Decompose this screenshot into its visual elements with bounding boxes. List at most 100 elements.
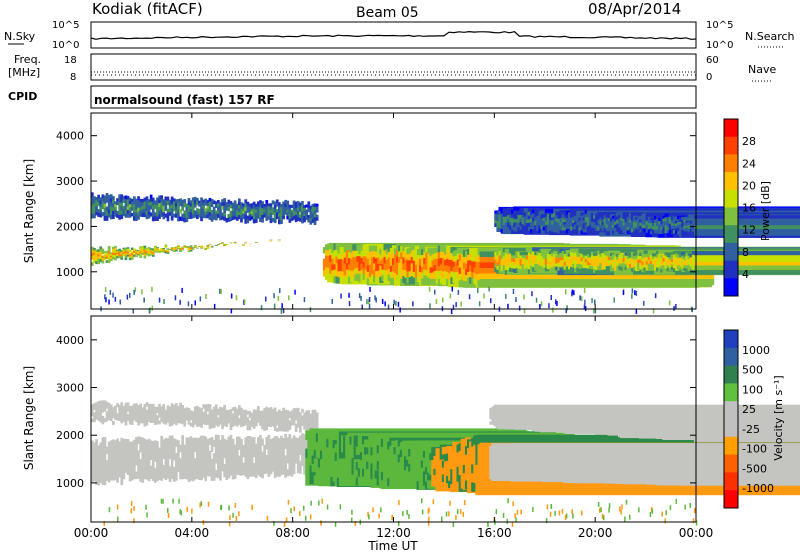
- heatmap-cell: [301, 408, 304, 413]
- heatmap-cell: [133, 204, 136, 209]
- heatmap-cell: [229, 461, 233, 469]
- heatmap-cell: [221, 205, 224, 210]
- heatmap-cell: [259, 442, 262, 450]
- heatmap-cell: [99, 442, 103, 450]
- heatmap-cell: [91, 412, 94, 417]
- heatmap-cell: [204, 198, 208, 203]
- heatmap-cell: [246, 215, 250, 220]
- heatmap-cell: [204, 211, 208, 216]
- heatmap-cell: [296, 420, 300, 425]
- heatmap-cell: [196, 422, 199, 427]
- heatmap-cell: [162, 199, 166, 204]
- heatmap-cell: [288, 210, 292, 214]
- heatmap-cell: [311, 213, 315, 217]
- heatmap-cell: [93, 412, 96, 417]
- heatmap-cell: [164, 421, 168, 425]
- heatmap-cell: [221, 435, 224, 443]
- heatmap-cell: [280, 210, 283, 215]
- heatmap-cell: [257, 415, 260, 420]
- heatmap-cell: [130, 454, 134, 462]
- heatmap-cell: [149, 251, 153, 254]
- heatmap-speck: [635, 308, 638, 314]
- heatmap-cell: [116, 251, 119, 253]
- heatmap-cell: [145, 452, 149, 460]
- heatmap-cell: [202, 449, 205, 458]
- heatmap-cell: [261, 471, 264, 479]
- heatmap-cell: [235, 442, 239, 450]
- heatmap-cell: [214, 210, 218, 215]
- heatmap-cell: [116, 252, 119, 255]
- heatmap-cell: [179, 409, 182, 414]
- heatmap-cell: [177, 245, 180, 247]
- heatmap-cell: [280, 420, 283, 425]
- heatmap-cell: [250, 203, 254, 207]
- heatmap-cell: [273, 436, 277, 444]
- heatmap-speck: [556, 301, 558, 306]
- heatmap-cell: [149, 250, 153, 253]
- heatmap-cell: [223, 411, 226, 416]
- heatmap-cell: [246, 450, 250, 458]
- heatmap-cell: [116, 255, 119, 257]
- heatmap-cell: [261, 215, 264, 220]
- heatmap-cell: [267, 203, 271, 207]
- heatmap-cell: [97, 477, 100, 486]
- heatmap-cell: [170, 457, 174, 465]
- heatmap-cell: [147, 254, 151, 257]
- heatmap-cell: [114, 453, 117, 461]
- heatmap-cell: [282, 213, 285, 217]
- heatmap-cell: [271, 408, 275, 413]
- heatmap-cell: [141, 407, 145, 412]
- heatmap-cell: [133, 212, 136, 217]
- heatmap-cell: [210, 421, 214, 426]
- heatmap-cell: [126, 460, 130, 468]
- heatmap-cell: [288, 454, 292, 462]
- heatmap-speck: [442, 297, 444, 303]
- heatmap-cell: [97, 198, 100, 203]
- nsearch-label: N.Search: [745, 30, 795, 43]
- heatmap-cell: [149, 205, 153, 210]
- heatmap-cell: [133, 254, 136, 257]
- heatmap-cell: [170, 449, 174, 458]
- heatmap-cell: [305, 214, 308, 218]
- heatmap-cell: [259, 418, 262, 421]
- heatmap-cell: [181, 249, 184, 251]
- heatmap-cell: [296, 414, 300, 418]
- heatmap-cell: [273, 208, 277, 213]
- heatmap-cell: [196, 409, 199, 414]
- heatmap-speck: [360, 295, 362, 301]
- heatmap-cell: [185, 465, 189, 473]
- heatmap-cell: [124, 458, 128, 467]
- heatmap-cell: [212, 216, 216, 220]
- heatmap-cell: [286, 203, 290, 208]
- heatmap-cell: [221, 407, 224, 412]
- heatmap-cell: [156, 460, 159, 469]
- heatmap-cell: [158, 407, 161, 411]
- heatmap-cell: [313, 418, 317, 423]
- heatmap-cell: [280, 468, 283, 476]
- power-colorbar-frame: [723, 118, 739, 297]
- heatmap-cell: [109, 254, 113, 257]
- range-tick-label: 2000: [56, 220, 84, 233]
- heatmap-cell: [105, 193, 109, 199]
- heatmap-cell: [246, 417, 250, 421]
- heatmap-cell: [263, 214, 266, 218]
- heatmap-cell: [185, 412, 189, 416]
- heatmap-cell: [202, 208, 205, 213]
- heatmap-cell: [254, 219, 258, 223]
- heatmap-cell: [221, 421, 224, 426]
- heatmap-cell: [139, 410, 142, 414]
- heatmap-cell: [122, 465, 126, 473]
- heatmap-cell: [198, 211, 201, 215]
- heatmap-cell: [315, 217, 319, 221]
- heatmap-cell: [154, 204, 157, 209]
- heatmap-cell: [103, 207, 107, 213]
- heatmap-cell: [116, 249, 119, 252]
- heatmap-cell: [299, 441, 302, 449]
- heatmap-cell: [116, 253, 119, 256]
- heatmap-cell: [107, 198, 111, 203]
- heatmap-cell: [196, 471, 199, 479]
- heatmap-cell: [120, 198, 124, 203]
- heatmap-cell: [185, 414, 189, 418]
- heatmap-cell: [265, 213, 269, 218]
- heatmap-cell: [204, 421, 208, 425]
